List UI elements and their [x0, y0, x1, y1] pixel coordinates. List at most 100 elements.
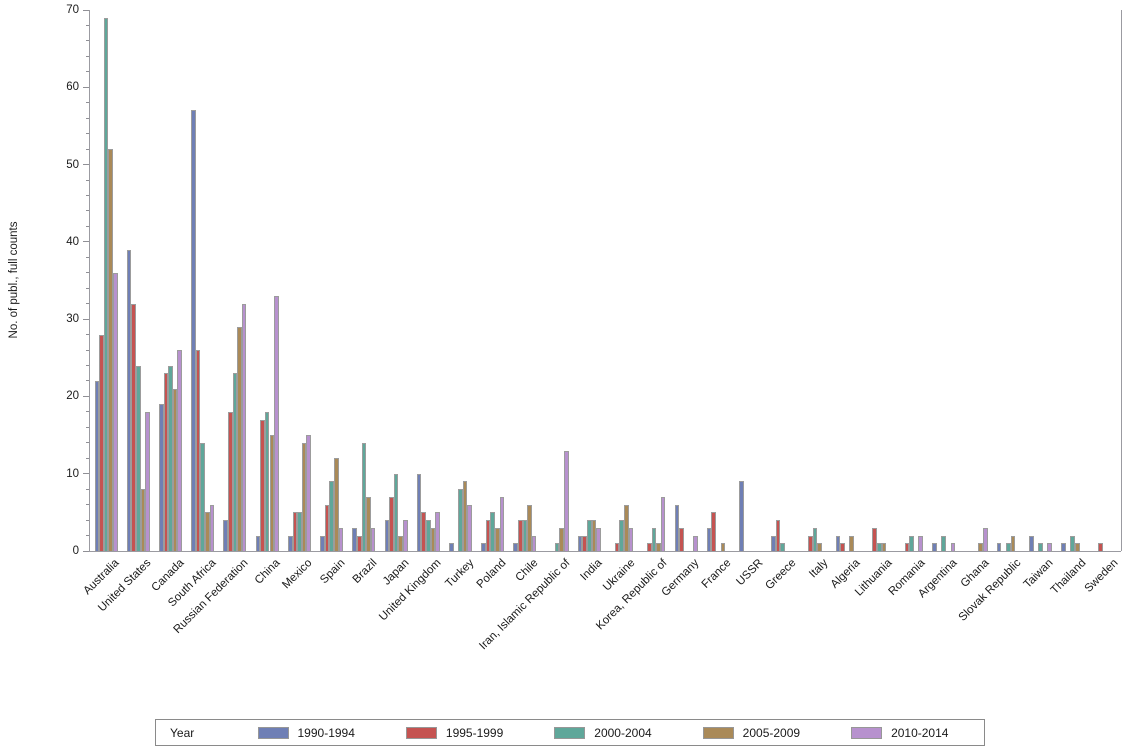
y-minor-tick	[85, 411, 89, 413]
bar	[531, 535, 537, 551]
bar	[679, 527, 684, 551]
bar	[577, 535, 583, 551]
legend-entry-label: 1990-1994	[297, 725, 355, 740]
bar	[389, 496, 394, 551]
bar	[126, 249, 132, 551]
bar	[205, 512, 210, 551]
bar	[131, 303, 137, 551]
legend-entry-label: 2005-2009	[742, 725, 801, 740]
bar	[237, 326, 242, 551]
x-tick-label: Spain	[317, 557, 348, 587]
y-axis-line	[89, 10, 90, 551]
bar	[978, 543, 983, 551]
y-minor-tick	[85, 457, 89, 459]
y-minor-tick	[85, 365, 89, 366]
bar	[384, 520, 390, 551]
legend-entry-label: 2000-2004	[594, 725, 652, 740]
bar	[356, 535, 362, 551]
bar	[481, 543, 486, 551]
bar	[136, 365, 141, 551]
bar	[301, 442, 307, 551]
bar	[904, 543, 910, 551]
bar	[628, 527, 634, 551]
y-minor-tick	[85, 148, 89, 150]
y-tick-label: 10	[66, 467, 79, 480]
x-tick-label: Chile	[513, 557, 541, 585]
bar	[623, 504, 629, 551]
bar	[467, 504, 472, 551]
bar	[338, 527, 344, 551]
bar	[393, 473, 399, 551]
y-minor-tick	[85, 102, 89, 104]
x-tick-label: United Kingdom	[377, 557, 444, 624]
bar	[982, 527, 988, 551]
x-tick-label: Poland	[474, 557, 509, 591]
x-tick-label: Japan	[380, 557, 412, 588]
legend-entry: 2005-2009	[702, 725, 801, 740]
bar	[370, 527, 376, 551]
bar	[416, 473, 422, 551]
y-minor-tick	[85, 256, 89, 258]
bar	[950, 543, 956, 551]
y-tick-label: 40	[66, 235, 79, 248]
bar	[329, 481, 334, 551]
x-tick-label: Greece	[763, 557, 799, 593]
x-tick-label: India	[578, 557, 605, 584]
bar	[771, 535, 776, 551]
bar	[932, 543, 937, 551]
legend-entry: 1995-1999	[405, 726, 503, 740]
x-axis-line	[89, 551, 1121, 552]
legend-swatch	[554, 726, 586, 739]
bar	[425, 520, 431, 551]
bar	[775, 520, 781, 551]
bar	[499, 496, 505, 551]
bar	[1097, 543, 1103, 551]
y-minor-tick	[85, 179, 89, 181]
bar	[1047, 543, 1052, 551]
bar	[1038, 543, 1043, 551]
bar	[352, 527, 357, 551]
bar	[692, 535, 698, 551]
y-tick-label: 30	[66, 313, 79, 326]
y-minor-tick	[85, 55, 89, 57]
bar	[840, 543, 845, 551]
y-major-tick	[83, 164, 89, 166]
bar	[140, 489, 146, 551]
bar	[646, 543, 652, 551]
legend-title: Year	[170, 725, 195, 740]
bar	[656, 543, 661, 551]
bar	[191, 110, 196, 551]
bar	[200, 442, 206, 551]
legend-swatch	[702, 726, 734, 739]
bar	[877, 543, 882, 551]
y-minor-tick	[85, 334, 89, 336]
legend-swatch	[257, 726, 289, 739]
legend-swatch	[405, 726, 437, 739]
y-tick-label: 70	[66, 4, 79, 16]
bar	[223, 520, 229, 551]
bar	[1010, 535, 1016, 551]
y-major-tick	[83, 86, 89, 88]
y-minor-tick	[85, 71, 89, 73]
y-major-tick	[83, 9, 89, 11]
y-tick-label: 0	[72, 545, 79, 557]
y-major-tick	[83, 395, 89, 397]
x-tick-label: Brazil	[350, 557, 380, 586]
bar	[306, 435, 311, 551]
bar	[808, 535, 813, 551]
bar	[513, 543, 519, 551]
legend-entry: 1990-1994	[257, 725, 355, 740]
bar	[177, 350, 183, 551]
legend-entry: 2010-2014	[851, 726, 948, 740]
y-minor-tick	[85, 426, 89, 428]
bar	[398, 535, 403, 551]
bar	[113, 272, 118, 551]
bar	[209, 504, 215, 551]
x-tick-label: USSR	[734, 557, 766, 589]
bar	[172, 388, 178, 551]
bar	[711, 512, 716, 551]
x-tick-label: Mexico	[280, 557, 315, 592]
y-major-tick	[83, 318, 89, 320]
bar	[232, 373, 238, 551]
